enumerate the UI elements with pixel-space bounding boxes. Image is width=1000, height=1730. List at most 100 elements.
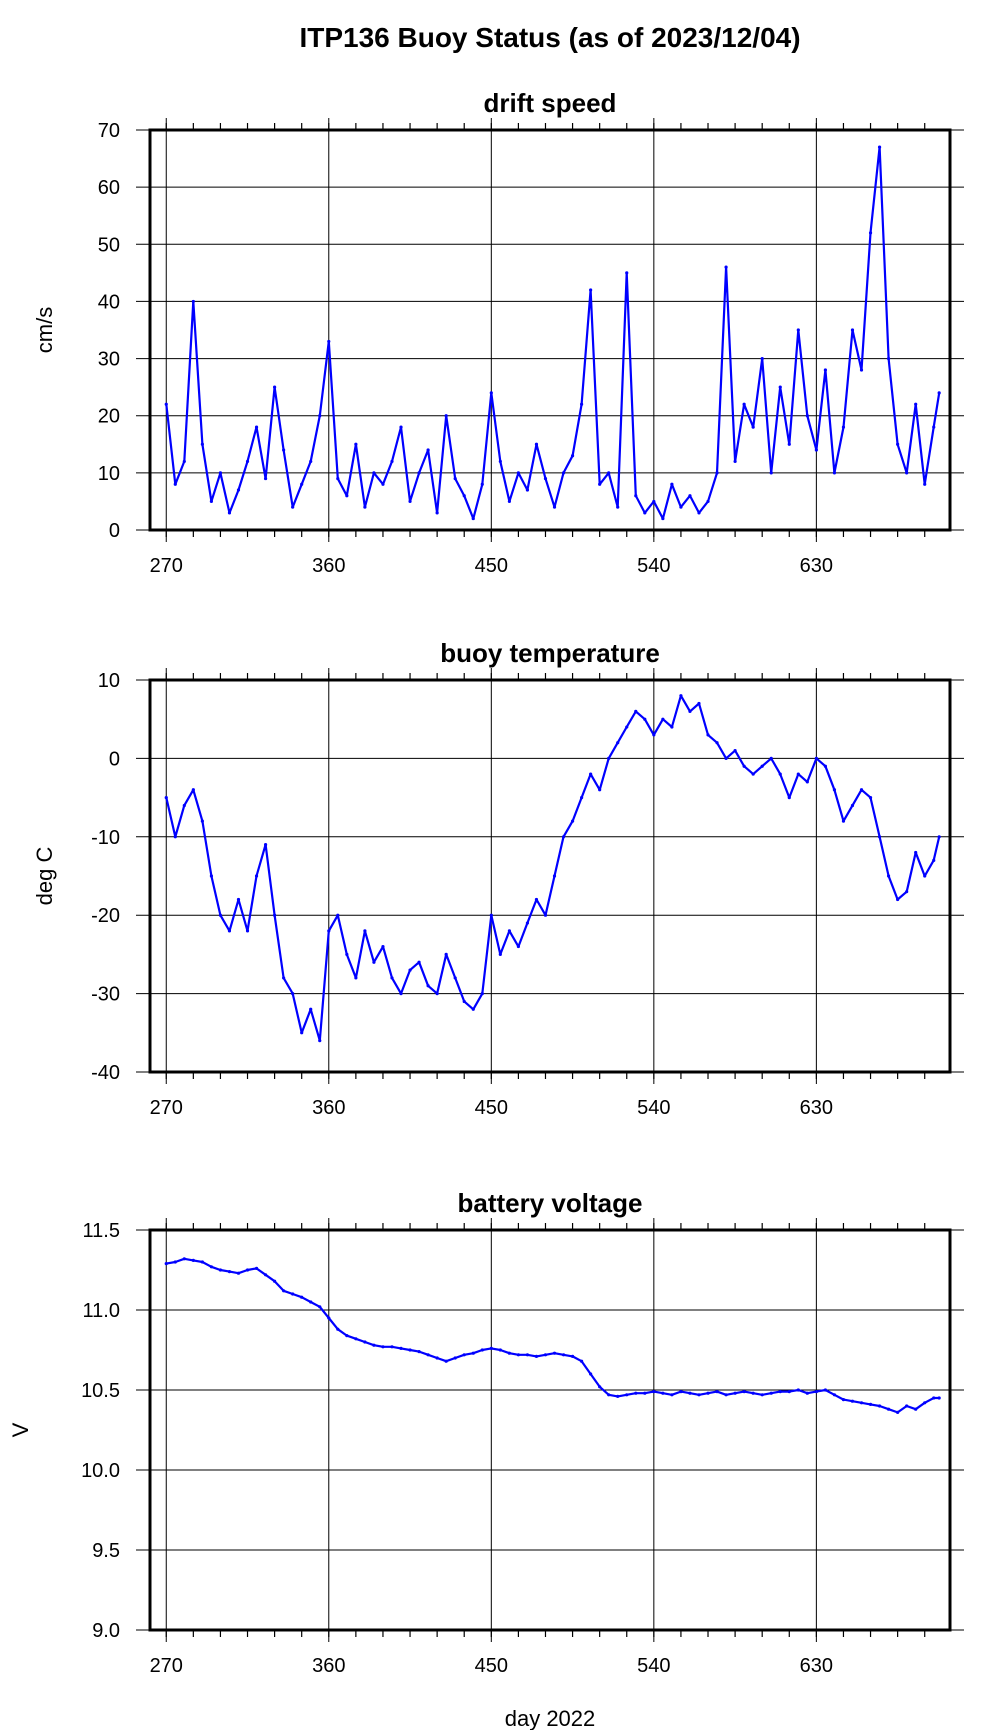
data-point bbox=[751, 1391, 755, 1395]
data-point bbox=[932, 1396, 936, 1400]
y-tick-label: 10 bbox=[98, 463, 120, 485]
data-point bbox=[937, 391, 941, 395]
panel-title: buoy temperature bbox=[440, 638, 660, 668]
data-point bbox=[435, 1356, 439, 1360]
data-point bbox=[715, 1390, 719, 1394]
data-point bbox=[236, 1271, 241, 1275]
data-point bbox=[291, 505, 295, 509]
data-point bbox=[679, 1390, 683, 1394]
data-point bbox=[345, 1334, 349, 1338]
x-tick-label: 540 bbox=[637, 1655, 670, 1677]
data-point bbox=[841, 1398, 846, 1402]
data-point bbox=[164, 1262, 168, 1266]
data-point bbox=[462, 494, 466, 498]
data-point bbox=[896, 897, 900, 902]
data-point bbox=[534, 442, 539, 446]
data-point bbox=[218, 1268, 223, 1272]
data-point bbox=[336, 1327, 340, 1331]
data-point bbox=[905, 890, 909, 894]
x-tick-label: 270 bbox=[150, 1097, 183, 1119]
data-point bbox=[200, 442, 204, 446]
data-point bbox=[887, 356, 891, 361]
data-point bbox=[516, 1353, 520, 1357]
data-point bbox=[408, 968, 412, 972]
y-tick-label: 10.5 bbox=[81, 1380, 120, 1402]
data-point bbox=[561, 471, 566, 475]
x-axis-label: day 2022 bbox=[505, 1706, 596, 1730]
data-point bbox=[363, 1340, 367, 1344]
data-point bbox=[173, 1260, 177, 1264]
data-point bbox=[616, 741, 620, 745]
data-point bbox=[191, 299, 195, 304]
plot-frame bbox=[148, 128, 952, 532]
data-point bbox=[516, 944, 520, 949]
data-point bbox=[408, 1348, 412, 1352]
data-point bbox=[607, 1393, 611, 1397]
y-tick-label: -20 bbox=[91, 905, 120, 927]
data-point bbox=[937, 1396, 941, 1400]
data-point bbox=[580, 796, 584, 800]
data-point bbox=[914, 402, 918, 406]
data-point bbox=[417, 471, 421, 475]
data-point bbox=[670, 725, 674, 729]
data-point bbox=[733, 1391, 737, 1395]
data-point bbox=[760, 764, 764, 768]
data-point bbox=[227, 1270, 232, 1274]
data-point bbox=[534, 897, 539, 902]
data-point bbox=[877, 145, 882, 149]
data-point bbox=[742, 764, 746, 768]
data-point bbox=[652, 499, 656, 504]
data-point bbox=[832, 1393, 837, 1397]
y-tick-label: -10 bbox=[91, 827, 120, 849]
data-point bbox=[426, 1353, 430, 1357]
y-tick-label: 11.5 bbox=[83, 1220, 120, 1242]
data-point bbox=[769, 471, 773, 475]
data-point bbox=[263, 843, 268, 847]
x-tick-label: 540 bbox=[637, 555, 670, 577]
data-point bbox=[877, 1404, 882, 1408]
data-point bbox=[580, 1359, 584, 1363]
data-point bbox=[273, 913, 277, 917]
y-axis-label: deg C bbox=[32, 847, 57, 906]
data-point bbox=[589, 288, 593, 292]
data-point bbox=[426, 984, 430, 988]
data-point bbox=[300, 1031, 304, 1035]
data-point bbox=[282, 448, 286, 452]
data-point bbox=[697, 701, 701, 706]
data-point bbox=[814, 448, 818, 452]
data-point bbox=[652, 733, 656, 737]
x-tick-label: 270 bbox=[150, 555, 183, 577]
data-point bbox=[796, 328, 800, 332]
data-point bbox=[345, 494, 349, 498]
data-point bbox=[164, 402, 168, 406]
data-point bbox=[273, 1279, 277, 1283]
data-point bbox=[598, 482, 602, 486]
data-point bbox=[598, 788, 602, 792]
data-point bbox=[616, 1394, 620, 1398]
data-point bbox=[381, 1345, 385, 1349]
data-point bbox=[661, 1391, 665, 1395]
data-point bbox=[327, 339, 331, 344]
y-axis-label: V bbox=[8, 1422, 33, 1437]
data-point bbox=[778, 385, 782, 389]
data-point bbox=[697, 1393, 701, 1397]
data-point bbox=[444, 952, 448, 957]
data-point bbox=[236, 897, 241, 902]
data-point bbox=[399, 1346, 403, 1350]
data-point bbox=[859, 1401, 864, 1405]
data-point bbox=[354, 976, 358, 980]
y-tick-label: 30 bbox=[98, 349, 120, 371]
data-point bbox=[561, 1353, 566, 1357]
data-point bbox=[887, 1407, 891, 1411]
data-point bbox=[923, 1401, 927, 1405]
data-point bbox=[787, 442, 791, 446]
data-point bbox=[381, 482, 385, 486]
data-point bbox=[796, 1388, 800, 1392]
data-point bbox=[715, 741, 719, 745]
data-point bbox=[937, 835, 941, 839]
data-point bbox=[751, 772, 755, 776]
data-point bbox=[245, 1268, 250, 1272]
data-point bbox=[390, 1345, 394, 1349]
data-point bbox=[300, 482, 304, 486]
